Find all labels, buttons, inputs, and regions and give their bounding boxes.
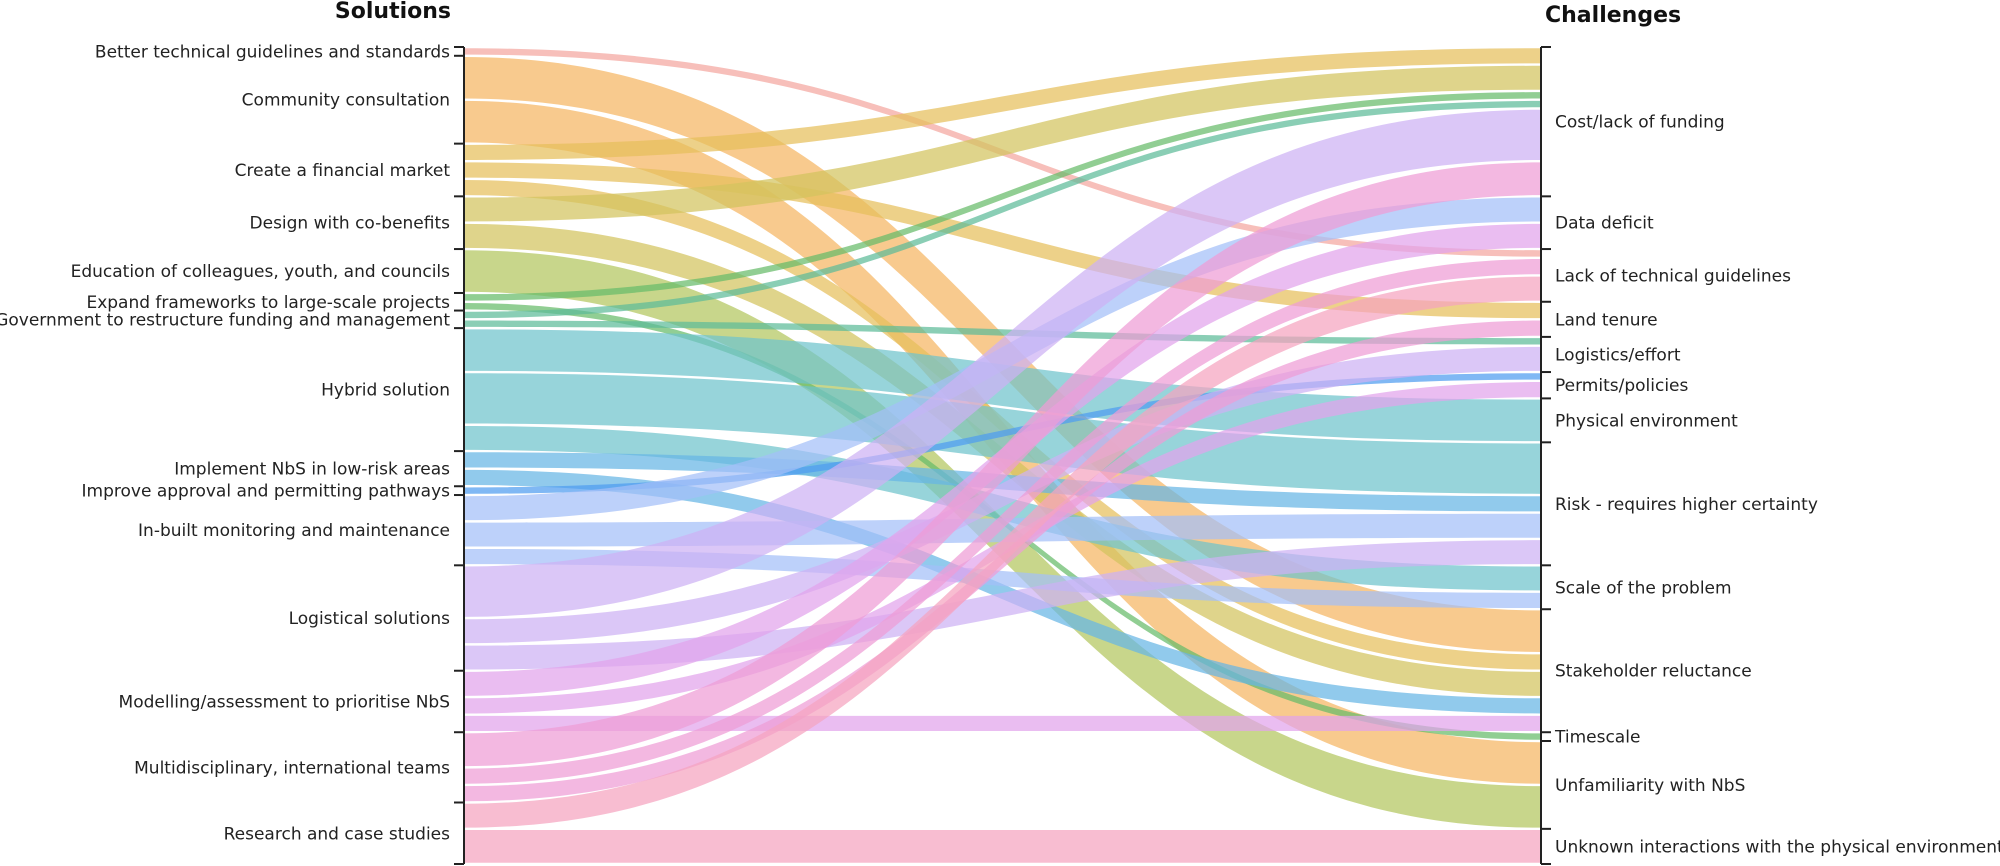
challenge-label: Land tenure	[1555, 310, 1658, 330]
solution-label: Logistical solutions	[289, 609, 451, 629]
flow-band	[464, 276, 1541, 828]
challenge-label: Physical environment	[1555, 411, 1738, 431]
flow-band	[464, 65, 1541, 222]
flow-band	[464, 425, 1541, 591]
flows	[464, 48, 1541, 863]
challenge-label: Unfamiliarity with NbS	[1555, 776, 1745, 796]
labels: Better technical guidelines and standard…	[0, 42, 2000, 857]
solution-label: Hybrid solution	[321, 381, 450, 401]
challenge-label: Cost/lack of funding	[1555, 113, 1725, 133]
flow-band	[464, 109, 1541, 617]
solution-label: Design with co-benefits	[250, 214, 451, 234]
challenge-label: Timescale	[1554, 728, 1640, 748]
solution-label: Create a financial market	[235, 161, 451, 181]
solution-label: In-built monitoring and maintenance	[138, 521, 450, 541]
challenge-label: Data deficit	[1555, 214, 1654, 234]
flow-band	[464, 162, 1541, 767]
solution-label: Government to restructure funding and ma…	[0, 310, 450, 330]
solution-label: Education of colleagues, youth, and coun…	[71, 262, 451, 282]
challenge-label: Permits/policies	[1555, 376, 1688, 396]
solution-label: Improve approval and permitting pathways	[82, 482, 451, 502]
solution-label: Better technical guidelines and standard…	[95, 42, 450, 62]
flow-band	[464, 373, 1541, 494]
challenge-label: Unknown interactions with the physical e…	[1555, 837, 2000, 857]
solution-label: Expand frameworks to large-scale project…	[86, 293, 450, 313]
flow-band	[464, 259, 1541, 784]
solution-label: Modelling/assessment to prioritise NbS	[119, 692, 450, 712]
challenge-label: Stakeholder reluctance	[1555, 662, 1752, 682]
flow-band	[464, 48, 1541, 161]
challenge-label: Risk - requires higher certainty	[1555, 495, 1818, 515]
challenge-label: Lack of technical guidelines	[1555, 266, 1791, 286]
challenge-label: Scale of the problem	[1555, 578, 1732, 598]
flow-band	[464, 830, 1541, 863]
solution-label: Research and case studies	[224, 824, 451, 844]
axes	[454, 46, 1551, 865]
left-axis-title: Solutions	[335, 0, 451, 24]
solution-label: Implement NbS in low-risk areas	[174, 460, 450, 480]
flow-band	[464, 469, 1541, 714]
flow-band	[464, 100, 1541, 319]
flow-band	[464, 162, 1541, 319]
flow-band	[464, 92, 1541, 301]
right-axis-title: Challenges	[1545, 3, 1681, 28]
challenge-label: Logistics/effort	[1555, 345, 1681, 365]
flow-band	[464, 346, 1541, 644]
solution-label: Multidisciplinary, international teams	[134, 758, 450, 778]
solution-label: Community consultation	[242, 91, 450, 111]
